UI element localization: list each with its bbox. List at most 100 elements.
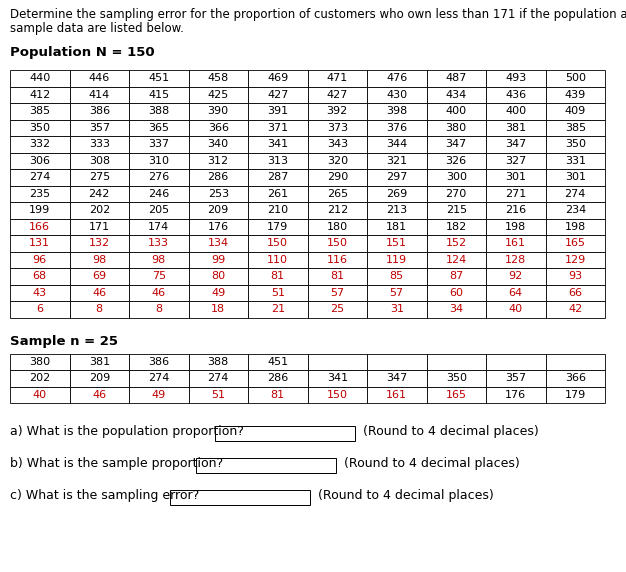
Bar [426, 284, 486, 301]
Bar [248, 153, 307, 169]
Text: 57: 57 [330, 288, 344, 298]
Text: 46: 46 [151, 288, 166, 298]
Text: 427: 427 [267, 90, 289, 100]
Text: 202: 202 [29, 374, 50, 383]
Text: 274: 274 [208, 374, 229, 383]
Text: 49: 49 [211, 288, 225, 298]
Text: 265: 265 [327, 189, 348, 198]
Bar [10, 235, 69, 252]
Bar [426, 353, 486, 370]
Bar [486, 219, 545, 235]
Text: 327: 327 [505, 156, 526, 166]
Text: 198: 198 [505, 222, 526, 232]
Text: 8: 8 [96, 304, 103, 314]
Bar [10, 185, 69, 202]
Bar [188, 185, 248, 202]
Bar [129, 353, 188, 370]
Bar [10, 202, 69, 219]
Text: 81: 81 [270, 271, 285, 281]
Text: 253: 253 [208, 189, 229, 198]
Text: 199: 199 [29, 205, 50, 215]
Text: 301: 301 [565, 172, 586, 182]
Bar [545, 70, 605, 86]
Text: 98: 98 [151, 255, 166, 265]
Bar [10, 387, 69, 403]
Bar [10, 301, 69, 317]
Text: 332: 332 [29, 139, 50, 149]
Text: 312: 312 [208, 156, 229, 166]
Bar [307, 120, 367, 136]
Text: 96: 96 [33, 255, 47, 265]
Bar [486, 120, 545, 136]
Bar [129, 202, 188, 219]
Text: 134: 134 [208, 239, 229, 248]
Bar [307, 370, 367, 387]
Bar [248, 86, 307, 103]
Text: 275: 275 [89, 172, 110, 182]
Text: 306: 306 [29, 156, 50, 166]
Bar [69, 120, 129, 136]
Bar [486, 136, 545, 153]
Bar [188, 153, 248, 169]
Text: 271: 271 [505, 189, 526, 198]
Bar [69, 136, 129, 153]
Text: 366: 366 [565, 374, 586, 383]
Bar [69, 301, 129, 317]
Text: 313: 313 [267, 156, 288, 166]
Bar [426, 120, 486, 136]
Text: 500: 500 [565, 73, 586, 84]
Text: 235: 235 [29, 189, 50, 198]
Text: (Round to 4 decimal places): (Round to 4 decimal places) [318, 489, 494, 502]
Bar [545, 370, 605, 387]
Bar [367, 169, 426, 185]
Text: 385: 385 [29, 106, 50, 116]
Text: 434: 434 [446, 90, 467, 100]
Bar [10, 219, 69, 235]
Text: 171: 171 [89, 222, 110, 232]
Bar [10, 353, 69, 370]
Bar [486, 252, 545, 268]
Bar [188, 120, 248, 136]
Text: 161: 161 [386, 390, 408, 400]
Bar [188, 235, 248, 252]
Bar [307, 103, 367, 120]
Bar [307, 86, 367, 103]
Text: 400: 400 [446, 106, 467, 116]
Text: 210: 210 [267, 205, 289, 215]
Bar [307, 169, 367, 185]
Bar [367, 301, 426, 317]
Text: 388: 388 [208, 357, 229, 367]
Bar [129, 185, 188, 202]
Bar [367, 120, 426, 136]
Bar [545, 219, 605, 235]
Text: Population N = 150: Population N = 150 [10, 46, 155, 59]
Text: 40: 40 [509, 304, 523, 314]
Bar [367, 252, 426, 268]
Bar [545, 301, 605, 317]
Text: 308: 308 [89, 156, 110, 166]
Text: 152: 152 [446, 239, 467, 248]
Bar [188, 169, 248, 185]
Text: 182: 182 [446, 222, 467, 232]
Bar [486, 70, 545, 86]
Bar [307, 219, 367, 235]
Bar [367, 86, 426, 103]
Text: 124: 124 [446, 255, 467, 265]
Text: 46: 46 [92, 288, 106, 298]
Text: 287: 287 [267, 172, 289, 182]
Bar [486, 103, 545, 120]
Bar [69, 70, 129, 86]
Text: 347: 347 [505, 139, 526, 149]
Text: 385: 385 [565, 123, 586, 133]
Bar [129, 86, 188, 103]
Text: 98: 98 [92, 255, 106, 265]
Bar [10, 370, 69, 387]
Bar [367, 268, 426, 284]
Bar [545, 153, 605, 169]
Text: 326: 326 [446, 156, 467, 166]
Text: 209: 209 [208, 205, 229, 215]
Bar [188, 301, 248, 317]
Text: 290: 290 [327, 172, 348, 182]
Text: c) What is the sampling error?: c) What is the sampling error? [10, 489, 199, 502]
Text: 300: 300 [446, 172, 467, 182]
